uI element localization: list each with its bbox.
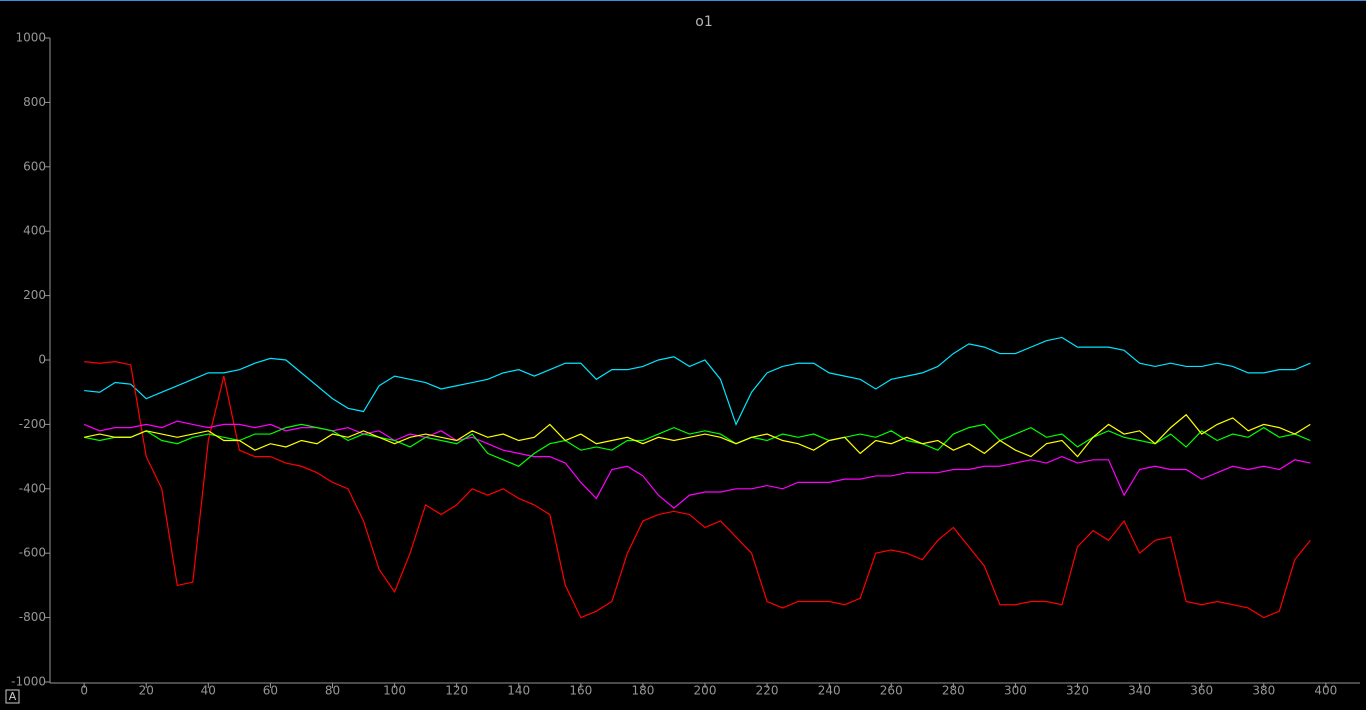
x-tick-label: 100	[383, 684, 406, 698]
y-tick-label: -800	[19, 610, 46, 624]
x-tick-label: 340	[1128, 684, 1151, 698]
x-tick-label: 160	[569, 684, 592, 698]
x-tick-label: 140	[507, 684, 530, 698]
x-tick-label: 380	[1252, 684, 1275, 698]
x-tick-label: 20	[139, 684, 154, 698]
x-tick-label: 300	[1004, 684, 1027, 698]
autoscale-label[interactable]: A	[9, 690, 17, 703]
x-tick-label: 360	[1190, 684, 1213, 698]
y-tick-label: -600	[19, 546, 46, 560]
x-tick-label: 0	[80, 684, 88, 698]
y-tick-label: 0	[38, 353, 46, 367]
chart-title: o1	[695, 14, 712, 30]
series-line	[84, 361, 1311, 619]
x-tick-label: 40	[201, 684, 216, 698]
x-tick-label: 180	[631, 684, 654, 698]
y-tick-label: -400	[19, 481, 46, 495]
x-tick-label: 60	[263, 684, 278, 698]
x-tick-label: 320	[1066, 684, 1089, 698]
x-tick-label: 240	[818, 684, 841, 698]
autoscale-box[interactable]	[5, 689, 20, 704]
series-line	[84, 413, 1311, 458]
x-tick-label: 220	[756, 684, 779, 698]
x-tick-label: 200	[694, 684, 717, 698]
y-tick-label: 600	[23, 159, 46, 173]
autoscale-button[interactable]: A	[5, 689, 20, 704]
window-border	[0, 0, 1366, 1]
x-tick-label: 80	[325, 684, 340, 698]
x-tick-label: 280	[942, 684, 965, 698]
series-line	[84, 423, 1311, 467]
x-tick-label: 260	[880, 684, 903, 698]
y-tick-label: 200	[23, 288, 46, 302]
x-tick-label: 120	[445, 684, 468, 698]
y-tick-label: 400	[23, 224, 46, 238]
y-tick-label: 800	[23, 95, 46, 109]
series-line	[84, 336, 1311, 426]
x-tick-label: 400	[1314, 684, 1337, 698]
series-line	[83, 420, 1311, 509]
y-tick-label: -200	[19, 417, 46, 431]
y-tick-label: -1000	[11, 675, 46, 689]
y-tick-label: 1000	[15, 31, 46, 45]
